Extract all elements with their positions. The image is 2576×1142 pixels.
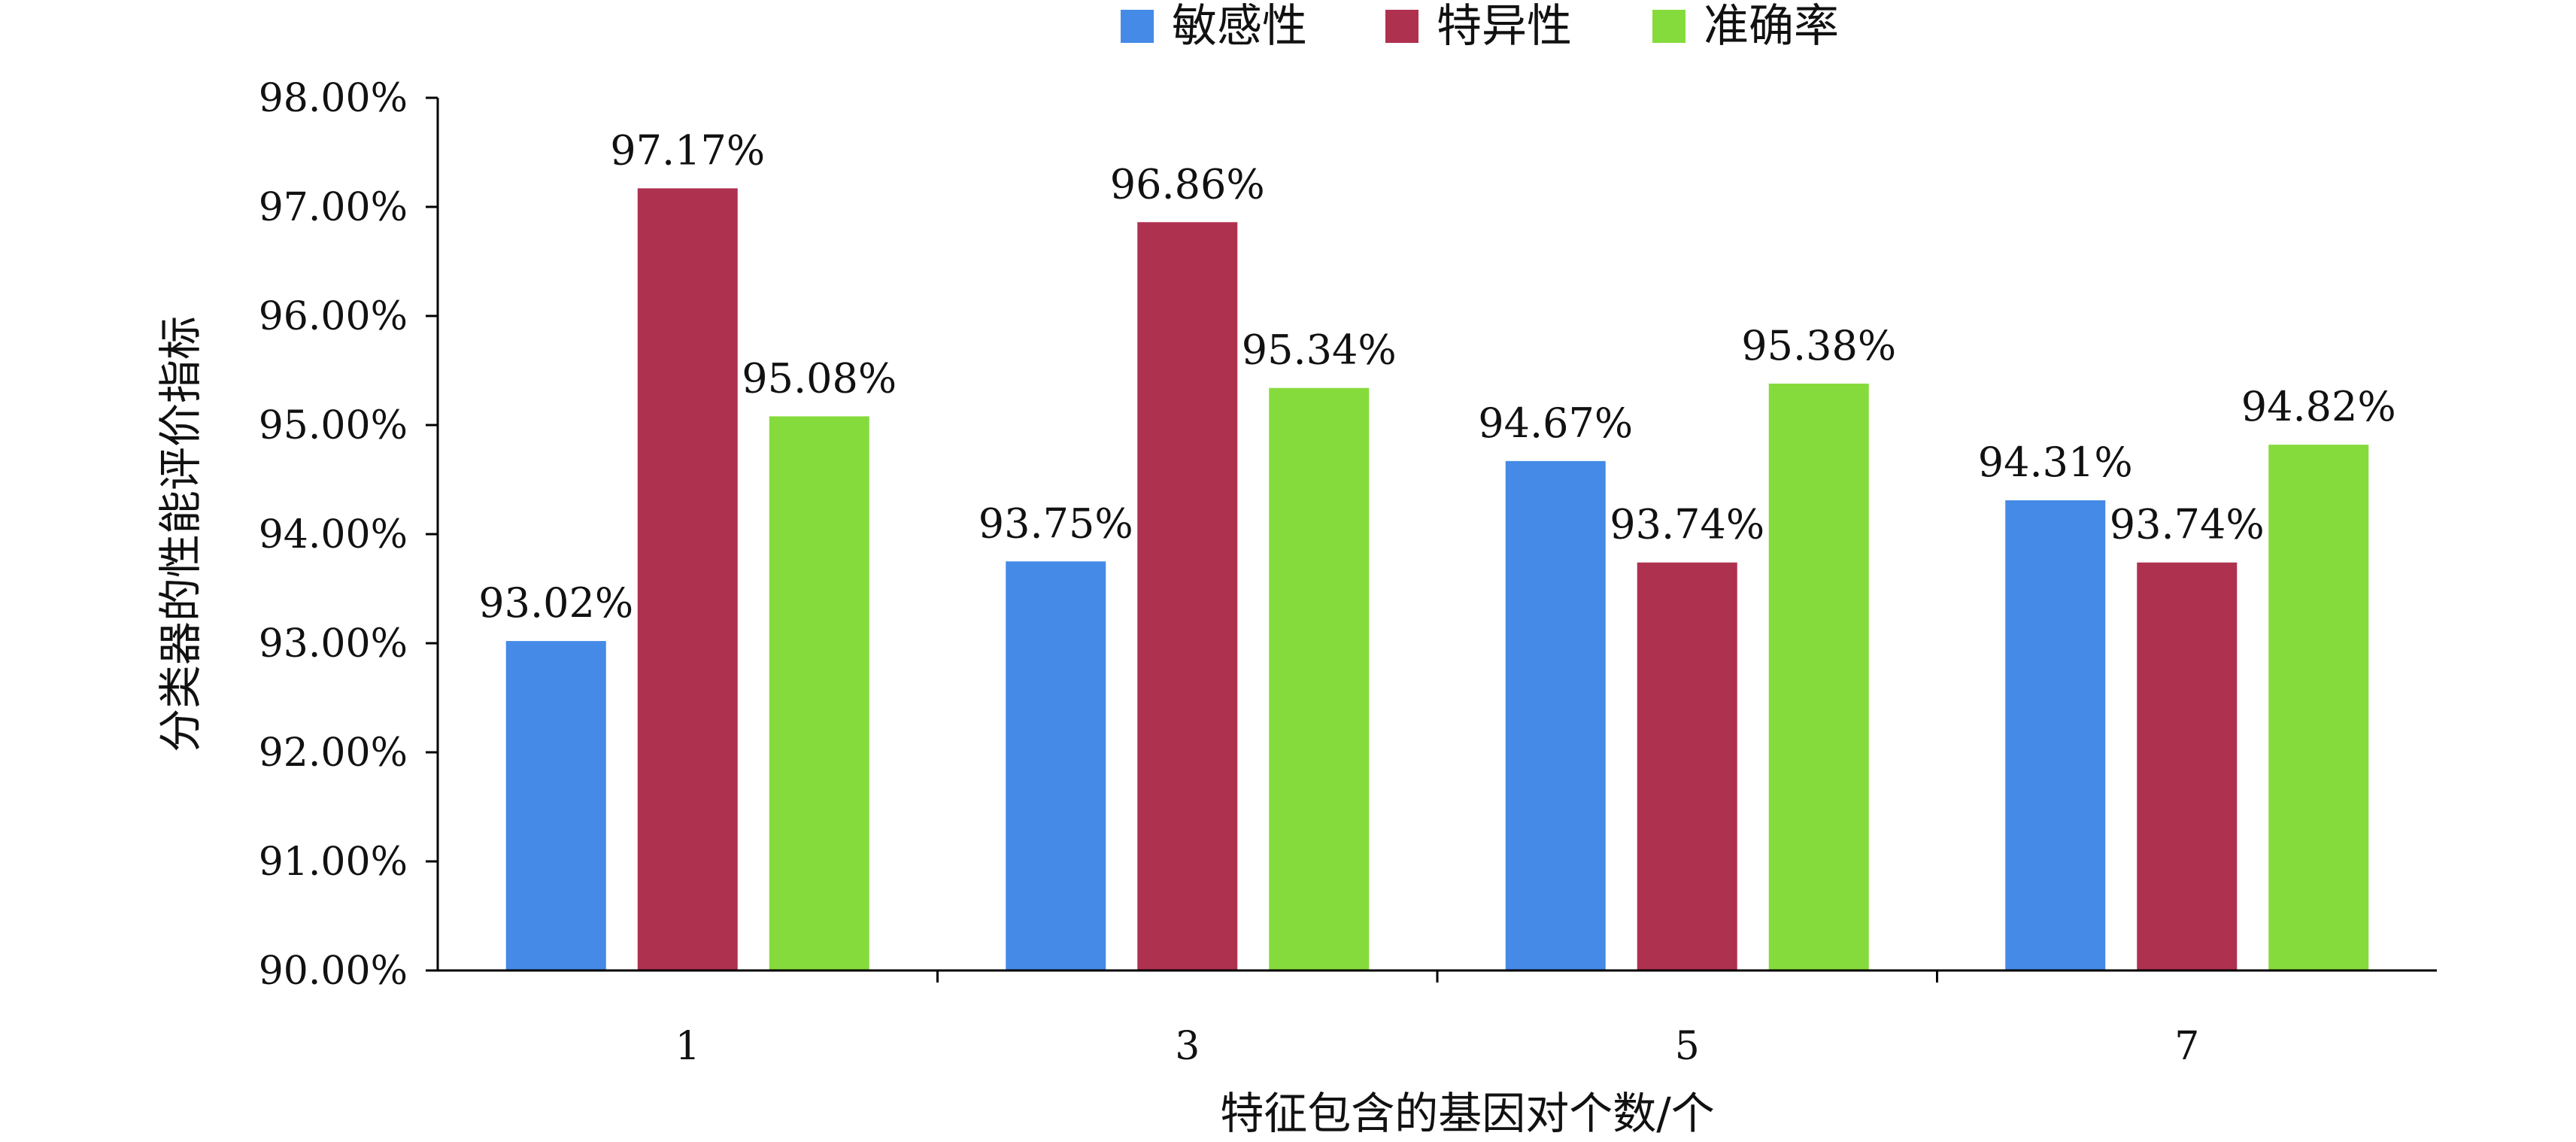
x-axis-ticks: 1 3 5 7 <box>675 970 2199 1069</box>
x-tick-label: 7 <box>2174 1024 2199 1069</box>
data-label: 96.86% <box>1110 160 1265 208</box>
legend-swatch <box>1121 10 1154 43</box>
bar <box>1006 561 1106 970</box>
bar <box>1637 562 1737 970</box>
data-label: 93.74% <box>2110 501 2265 548</box>
bar <box>2005 500 2106 970</box>
bar <box>2268 445 2369 970</box>
y-tick-label: 91.00% <box>259 840 408 885</box>
bar <box>769 416 869 970</box>
x-axis-label: 特征包含的基因对个数/个 <box>1220 1088 1715 1139</box>
y-tick-label: 98.00% <box>259 76 408 121</box>
y-axis-ticks: 90.00% 91.00% 92.00% 93.00% 94.00% 95.00% 96.0… <box>259 76 438 994</box>
bar <box>1768 383 1869 970</box>
y-axis-label: 分类器的性能评价指标 <box>155 316 206 752</box>
x-tick-label: 3 <box>1175 1024 1200 1069</box>
x-tick-label: 1 <box>675 1024 700 1069</box>
data-label: 93.02% <box>478 579 633 627</box>
bar <box>637 188 738 971</box>
bar <box>1269 387 1370 970</box>
y-tick-label: 97.00% <box>259 185 408 230</box>
y-tick-label: 93.00% <box>259 621 408 667</box>
legend: 敏感性 特异性 准确率 <box>1121 0 1839 53</box>
legend-label: 特异性 <box>1437 0 1572 53</box>
data-label: 95.38% <box>1741 322 1896 369</box>
data-label: 95.08% <box>742 354 897 402</box>
y-tick-label: 95.00% <box>259 403 408 448</box>
x-tick-label: 5 <box>1675 1024 1700 1069</box>
y-tick-label: 92.00% <box>259 730 408 776</box>
legend-label: 敏感性 <box>1172 0 1307 53</box>
bars <box>505 188 2369 971</box>
data-label: 95.34% <box>1242 327 1397 374</box>
legend-swatch <box>1385 10 1418 43</box>
data-label: 97.17% <box>610 126 765 174</box>
legend-swatch <box>1652 10 1685 43</box>
bar <box>1505 460 1606 970</box>
bar <box>2137 562 2238 970</box>
y-tick-label: 94.00% <box>259 512 408 557</box>
data-label: 93.75% <box>979 500 1133 547</box>
data-label: 93.74% <box>1610 501 1764 548</box>
y-tick-label: 90.00% <box>259 949 408 994</box>
data-label: 94.31% <box>1978 439 2133 486</box>
bar <box>1137 222 1238 970</box>
data-label: 94.82% <box>2241 383 2396 430</box>
legend-label: 准确率 <box>1704 0 1839 53</box>
y-tick-label: 96.00% <box>259 294 408 339</box>
data-label: 94.67% <box>1478 399 1633 447</box>
bar <box>505 641 606 970</box>
data-labels: 93.02% 97.17% 95.08% 93.75% 96.86% 95.34% 94.6… <box>478 126 2395 627</box>
